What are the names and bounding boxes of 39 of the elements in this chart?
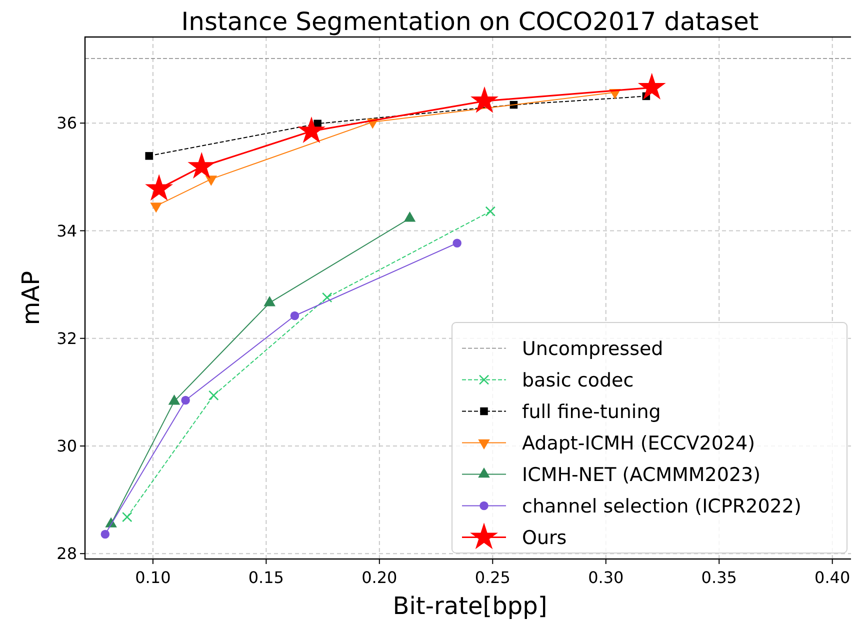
point <box>145 152 153 160</box>
x-tick-label: 0.10 <box>135 568 171 587</box>
legend-label: ICMH-NET (ACMMM2023) <box>522 464 761 486</box>
point <box>100 530 110 539</box>
x-tick-label: 0.25 <box>474 568 510 587</box>
point <box>485 206 496 216</box>
y-tick-label: 36 <box>56 114 77 133</box>
legend-label: full fine-tuning <box>522 400 661 423</box>
x-axis-title: Bit-rate[bpp] <box>392 592 548 620</box>
point <box>208 390 219 401</box>
x-tick-label: 0.35 <box>701 568 737 587</box>
point <box>298 116 326 144</box>
legend-label: channel selection (ICPR2022) <box>522 495 802 518</box>
point <box>322 292 332 303</box>
point <box>264 296 276 306</box>
point <box>452 238 462 248</box>
point <box>638 72 666 100</box>
y-tick-label: 30 <box>56 436 77 456</box>
y-tick-label: 32 <box>56 328 77 348</box>
point <box>470 86 498 113</box>
y-tick-label: 34 <box>56 221 77 240</box>
point <box>168 394 180 405</box>
legend-label: Uncompressed <box>522 338 664 360</box>
point <box>122 512 132 522</box>
point <box>290 311 300 320</box>
x-tick-label: 0.40 <box>814 568 850 587</box>
x-tick-label: 0.15 <box>248 568 284 587</box>
chart-title: Instance Segmentation on COCO2017 dataset <box>181 7 759 36</box>
legend-label: Ours <box>522 526 567 549</box>
point <box>404 212 416 222</box>
y-axis-title: mAP <box>17 270 45 326</box>
x-tick-label: 0.20 <box>362 568 398 587</box>
legend-label: basic codec <box>522 369 634 392</box>
legend-label: Adapt-ICMH (ECCV2024) <box>522 432 756 454</box>
point <box>145 174 174 201</box>
point <box>188 152 216 179</box>
point <box>181 396 190 405</box>
x-tick-label: 0.30 <box>588 568 624 587</box>
y-tick-label: 28 <box>56 544 77 564</box>
